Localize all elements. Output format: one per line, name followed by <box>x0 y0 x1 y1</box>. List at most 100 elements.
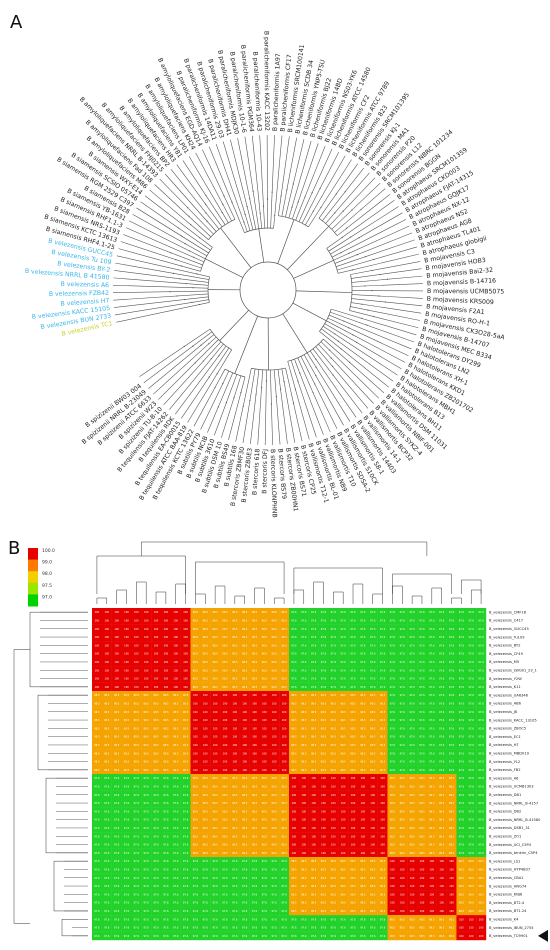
heatmap-cell-value: 97.6 <box>134 827 140 830</box>
heatmap-cell-value: 98.5 <box>400 785 406 788</box>
heatmap-cell-value: 97.6 <box>262 868 268 871</box>
heatmap-cell-value: 97.6 <box>321 935 327 938</box>
heatmap-cell-value: 98.5 <box>153 727 159 730</box>
heatmap-cell-value: 100 <box>223 752 228 755</box>
tree-tip-branch <box>334 226 410 260</box>
heatmap-cell-value: 97.6 <box>104 868 110 871</box>
heatmap-cell-value: 98.5 <box>301 744 307 747</box>
heatmap-cell-value: 100 <box>233 744 238 747</box>
heatmap-cell-value: 98.5 <box>409 794 415 797</box>
heatmap-cell-value: 98.5 <box>331 727 337 730</box>
heatmap-cell-value: 97.6 <box>331 644 337 647</box>
heatmap-cell-value: 98.5 <box>114 719 120 722</box>
heatmap-cell-value: 97.6 <box>163 885 169 888</box>
heatmap-cell-value: 98.5 <box>262 636 268 639</box>
heatmap-cell-value: 100 <box>124 636 129 639</box>
tree-node <box>352 269 353 270</box>
heatmap-cell-value: 100 <box>124 669 129 672</box>
tree-tip-branch <box>289 141 311 218</box>
heatmap-cell-value: 97.6 <box>449 611 455 614</box>
heatmap-cell-value: 97.6 <box>183 918 189 921</box>
heatmap-cell-value: 98.5 <box>272 794 278 797</box>
heatmap-cell-value: 98.5 <box>272 653 278 656</box>
tree-node <box>361 304 362 305</box>
heatmap-cell-value: 98.5 <box>400 777 406 780</box>
heatmap-cell-value: 98.5 <box>350 702 356 705</box>
heatmap-cell-value: 98.5 <box>301 752 307 755</box>
legend-tick-label: 97.5 <box>42 583 52 589</box>
heatmap-cell-value: 100 <box>114 661 119 664</box>
heatmap-cell-value: 100 <box>272 727 277 730</box>
tree-tip-branch <box>139 329 209 377</box>
heatmap-cell-value: 97.6 <box>469 769 475 772</box>
heatmap-cell-value: 98.5 <box>449 802 455 805</box>
heatmap-cell-value: 98.5 <box>193 611 199 614</box>
heatmap-cell-value: 97.6 <box>409 661 415 664</box>
tree-tip-branch <box>113 294 208 300</box>
heatmap-cell-value: 100 <box>282 769 287 772</box>
heatmap-cell-value: 100 <box>104 628 109 631</box>
heatmap-cell-value: 98.5 <box>212 835 218 838</box>
heatmap-cell-value: 98.5 <box>232 819 238 822</box>
heatmap-cell-value: 97.6 <box>153 877 159 880</box>
heatmap-cell-value: 98.5 <box>360 910 366 913</box>
heatmap-cell-value: 98.5 <box>272 686 278 689</box>
panel-a-label: A <box>10 12 22 33</box>
heatmap-cell-value: 97.6 <box>301 678 307 681</box>
heatmap-cell-value: 98.5 <box>439 785 445 788</box>
heatmap-cell-value: 100 <box>124 611 129 614</box>
heatmap-cell-value: 98.5 <box>400 844 406 847</box>
heatmap-cell-value: 97.6 <box>222 868 228 871</box>
heatmap-cell-value: 100 <box>203 719 208 722</box>
heatmap-cell-value: 97.6 <box>222 910 228 913</box>
heatmap-cell-value: 97.6 <box>94 819 100 822</box>
heatmap-cell-value: 98.5 <box>360 694 366 697</box>
heatmap-cell-value: 97.6 <box>390 636 396 639</box>
heatmap-cell-value: 98.5 <box>291 910 297 913</box>
heatmap-cell-value: 97.6 <box>469 835 475 838</box>
heatmap-cell-value: 98.5 <box>331 736 337 739</box>
heatmap-cell-value: 97.6 <box>331 935 337 938</box>
heatmap-cell-value: 98.5 <box>281 661 287 664</box>
heatmap-cell-value: 97.6 <box>341 644 347 647</box>
heatmap-cell-value: 98.5 <box>262 777 268 780</box>
heatmap-cell-value: 98.5 <box>222 611 228 614</box>
heatmap-cell-value: 97.6 <box>291 661 297 664</box>
heatmap-cell-value: 97.6 <box>419 752 425 755</box>
heatmap-cell-value: 98.5 <box>409 935 415 938</box>
heatmap-cell-value: 100 <box>311 819 316 822</box>
heatmap-cell-value: 97.6 <box>409 686 415 689</box>
heatmap-cell-value: 97.6 <box>380 611 386 614</box>
heatmap-cell-value: 97.6 <box>409 678 415 681</box>
heatmap-cell-value: 98.5 <box>281 777 287 780</box>
heatmap-cell-value: 97.6 <box>124 785 130 788</box>
heatmap-cell-value: 98.5 <box>242 810 248 813</box>
heatmap-cell-value: 97.6 <box>114 902 120 905</box>
heatmap-cell-value: 98.5 <box>153 752 159 755</box>
heatmap-cell-value: 97.6 <box>114 819 120 822</box>
heatmap-cell-value: 97.6 <box>469 669 475 672</box>
heatmap-cell-value: 97.6 <box>124 794 130 797</box>
heatmap-cell-value: 97.6 <box>183 785 189 788</box>
heatmap-cell-value: 98.5 <box>341 752 347 755</box>
heatmap-cell-value: 97.6 <box>134 802 140 805</box>
heatmap-cell-value: 97.6 <box>321 669 327 672</box>
heatmap-cell-value: 100 <box>242 744 247 747</box>
heatmap-cell-value: 97.6 <box>104 785 110 788</box>
heatmap-cell-value: 97.6 <box>183 835 189 838</box>
heatmap-cell-value: 98.5 <box>222 669 228 672</box>
tree-node <box>338 341 339 342</box>
heatmap-cell-value: 97.6 <box>429 686 435 689</box>
heatmap-cell-value: 97.6 <box>114 860 120 863</box>
heatmap-cell-value: 100 <box>95 661 100 664</box>
heatmap-cell-value: 98.5 <box>94 736 100 739</box>
heatmap-cell-value: 97.6 <box>469 719 475 722</box>
tree-tip-branch <box>270 370 272 445</box>
heatmap-cell-value: 98.5 <box>232 661 238 664</box>
heatmap-cell-value: 98.5 <box>350 752 356 755</box>
heatmap-cell-value: 97.6 <box>478 711 484 714</box>
heatmap-cell-value: 100 <box>380 827 385 830</box>
heatmap-cell-value: 97.6 <box>429 719 435 722</box>
heatmap-cell-value: 97.6 <box>419 611 425 614</box>
